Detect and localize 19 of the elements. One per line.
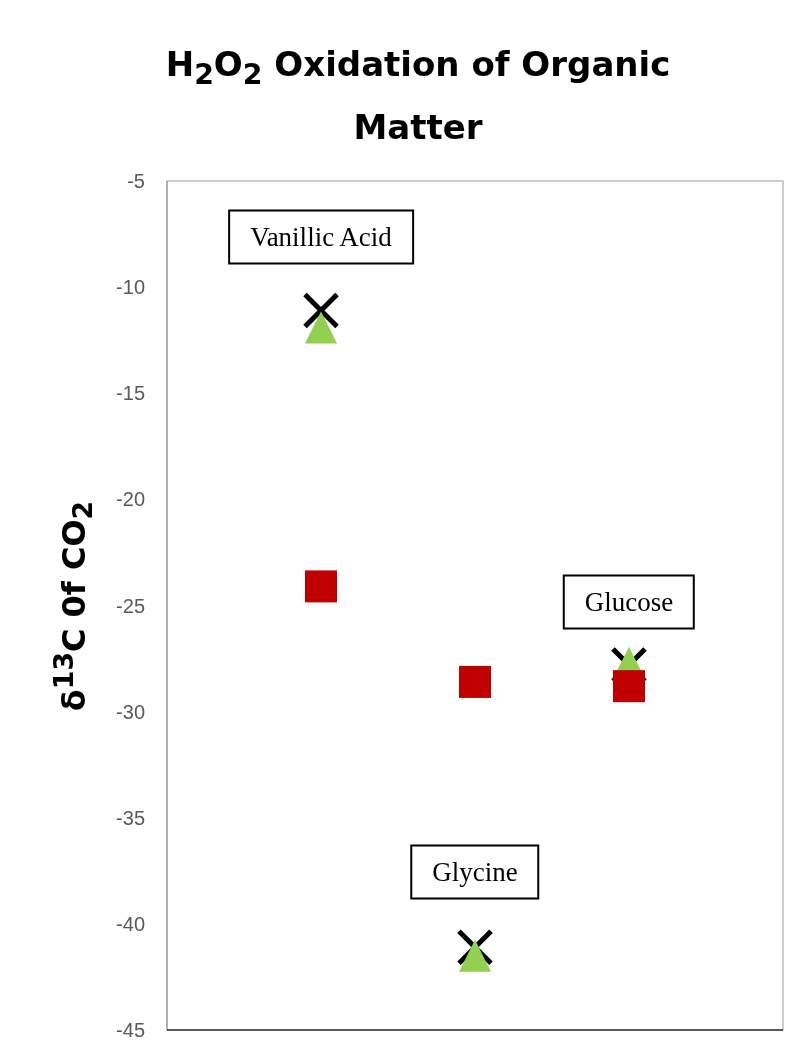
y-tick-label: -25 [116, 594, 145, 617]
y-tick-label: -10 [116, 276, 145, 299]
point [305, 570, 337, 603]
chart-title: H$_{2}$O$_{2}$ Oxidation of Organic Matter [164, 43, 672, 149]
y-tick-label: -15 [116, 382, 145, 405]
y-tick-label: -20 [116, 488, 145, 511]
point [459, 939, 491, 972]
y-tick-label: -30 [116, 700, 145, 723]
point [305, 311, 337, 344]
point [459, 665, 491, 698]
point [302, 291, 340, 329]
annotation: Glycine [410, 844, 540, 900]
y-tick-label: -35 [116, 806, 145, 829]
y-tick-label: -45 [116, 1019, 145, 1042]
point [613, 670, 645, 703]
y-tick-label: -5 [127, 170, 145, 193]
annotation: Vanillic Acid [228, 209, 414, 265]
y-tick-label: -40 [116, 912, 145, 935]
annotation: Glucose [562, 574, 696, 630]
